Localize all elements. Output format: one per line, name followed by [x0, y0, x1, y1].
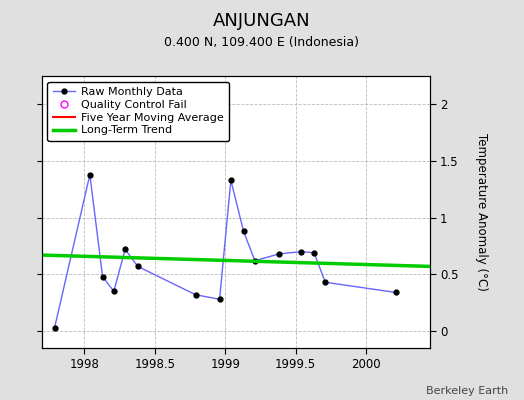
Y-axis label: Temperature Anomaly (°C): Temperature Anomaly (°C) [475, 133, 488, 291]
Legend: Raw Monthly Data, Quality Control Fail, Five Year Moving Average, Long-Term Tren: Raw Monthly Data, Quality Control Fail, … [48, 82, 229, 141]
Text: 0.400 N, 109.400 E (Indonesia): 0.400 N, 109.400 E (Indonesia) [165, 36, 359, 49]
Text: Berkeley Earth: Berkeley Earth [426, 386, 508, 396]
Text: ANJUNGAN: ANJUNGAN [213, 12, 311, 30]
